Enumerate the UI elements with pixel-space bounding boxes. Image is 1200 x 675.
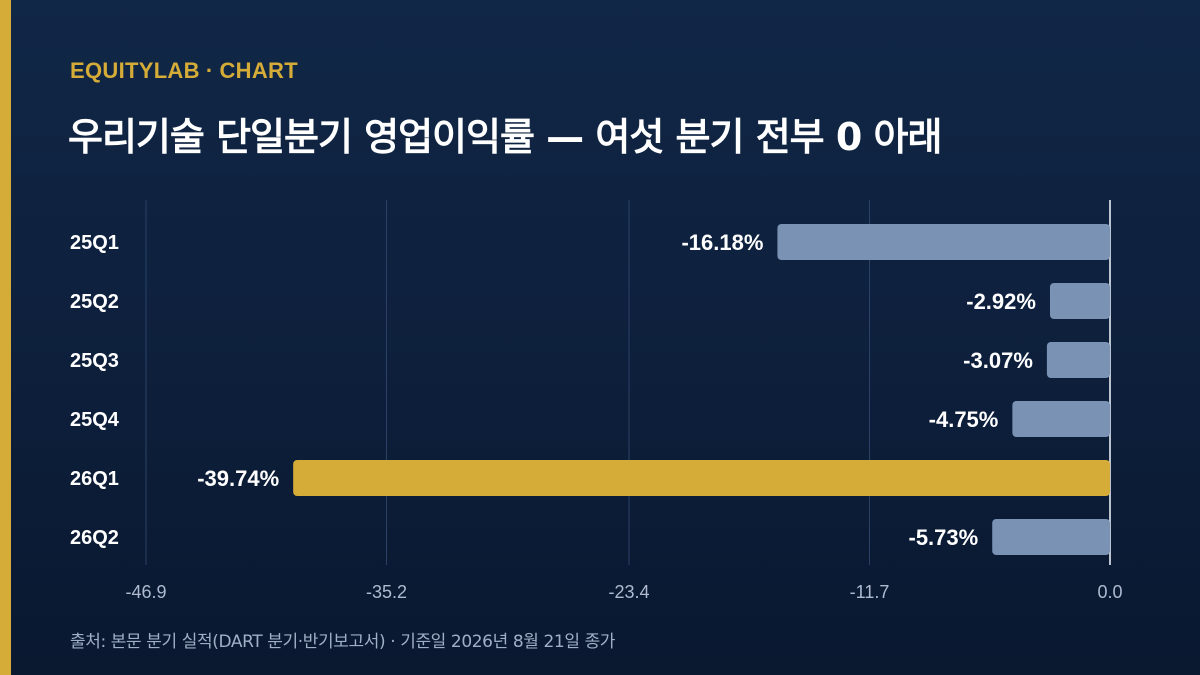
x-tick-label: -46.9	[125, 582, 166, 602]
bar-26q1	[293, 460, 1110, 496]
category-label: 25Q1	[70, 232, 119, 254]
gridlines	[145, 200, 1111, 565]
labels: -46.9 -35.2 -23.4 -11.7 0.0 25Q1 -16.18% 25Q2 -2…	[70, 230, 1123, 602]
x-tick-label: -23.4	[609, 582, 650, 602]
x-tick-label: -35.2	[366, 582, 407, 602]
category-label: 25Q4	[70, 409, 120, 431]
x-tick-label: -11.7	[850, 582, 890, 602]
value-label: -39.74%	[197, 466, 279, 491]
x-tick-label: 0.0	[1097, 582, 1122, 602]
category-label: 26Q1	[70, 468, 119, 490]
bar-25q2	[1049, 283, 1110, 319]
category-label: 25Q2	[70, 291, 119, 313]
source-note: 출처: 본문 분기 실적(DART 분기·반기보고서) · 기준일 2026년 …	[70, 632, 616, 652]
brand-separator: ·	[205, 58, 214, 83]
bar-25q4	[1012, 401, 1110, 437]
value-label: -3.07%	[963, 348, 1033, 373]
category-label: 26Q2	[70, 527, 119, 549]
bar-25q3	[1046, 342, 1110, 378]
value-label: -4.75%	[929, 407, 999, 432]
value-label: -16.18%	[681, 230, 763, 255]
bars	[293, 224, 1110, 555]
category-label: 25Q3	[70, 350, 119, 372]
brand-line: EQUITYLAB · CHART	[70, 58, 298, 84]
brand-name: EQUITYLAB	[70, 58, 200, 83]
value-label: -5.73%	[909, 525, 979, 550]
brand-section: CHART	[219, 58, 298, 83]
chart-title: 우리기술 단일분기 영업이익률 — 여섯 분기 전부 0 아래	[68, 115, 942, 159]
bar-25q1	[777, 224, 1110, 260]
bar-26q2	[992, 519, 1110, 555]
accent-stripe	[0, 0, 11, 675]
value-label: -2.92%	[966, 289, 1036, 314]
